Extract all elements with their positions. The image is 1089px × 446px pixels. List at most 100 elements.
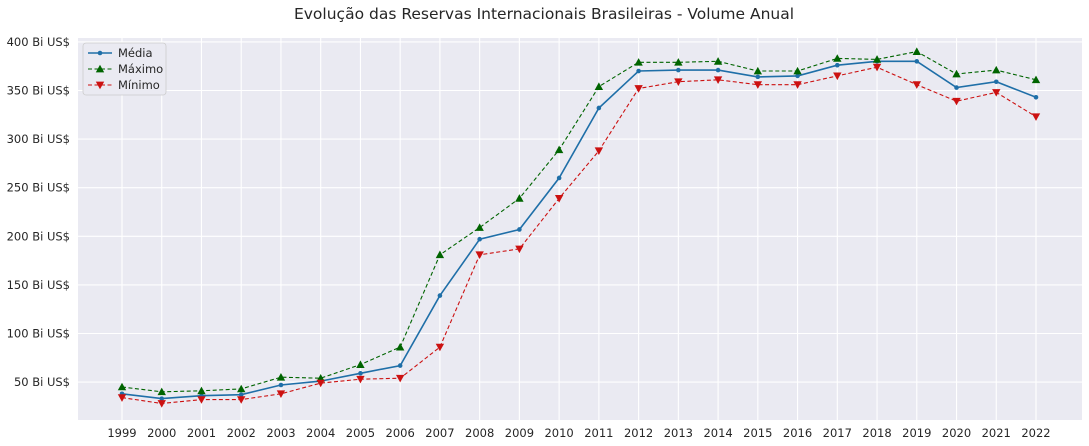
data-point-minimo — [594, 147, 604, 155]
legend-label-maximo: Máximo — [118, 62, 163, 76]
legend: Média Máximo Mínimo — [82, 42, 167, 96]
y-tick-label: 200 Bi US$ — [7, 229, 70, 243]
data-point-minimo — [833, 72, 842, 81]
data-point-maximo — [952, 69, 961, 78]
data-point-maximo — [833, 54, 842, 62]
x-tick-label: 2020 — [942, 426, 971, 440]
x-tick-label: 2017 — [823, 426, 852, 440]
data-point-maximo — [157, 387, 166, 396]
data-point-minimo — [435, 343, 445, 352]
x-tick-label: 2022 — [1021, 426, 1050, 440]
data-point-maximo — [713, 57, 723, 65]
data-point-maximo — [554, 145, 564, 154]
x-tick-label: 2012 — [624, 426, 653, 440]
data-point-maximo — [237, 384, 246, 393]
data-point-media — [397, 363, 403, 368]
data-point-media — [914, 59, 920, 64]
data-point-maximo — [634, 58, 643, 66]
data-point-minimo — [316, 379, 325, 388]
data-point-minimo — [117, 394, 127, 402]
y-tick-label: 250 Bi US$ — [7, 181, 70, 195]
y-axis: 50 Bi US$ 100 Bi US$ 150 Bi US$ 200 Bi US$ 2… — [7, 35, 70, 389]
x-tick-label: 2006 — [386, 426, 415, 440]
series-maximo — [117, 47, 1041, 396]
data-point-media — [755, 74, 761, 80]
y-tick-label: 300 Bi US$ — [7, 132, 70, 146]
x-tick-label: 2018 — [862, 426, 891, 440]
data-point-minimo — [276, 390, 286, 398]
data-point-minimo — [157, 400, 166, 408]
legend-marker-maximo — [95, 64, 105, 73]
data-point-maximo — [515, 194, 524, 202]
x-tick-label: 2016 — [783, 426, 812, 440]
x-tick-label: 2019 — [902, 426, 931, 440]
data-point-maximo — [674, 58, 683, 66]
data-point-maximo — [435, 250, 445, 259]
data-point-minimo — [872, 63, 882, 72]
data-point-minimo — [1031, 113, 1041, 121]
legend-marker-media — [97, 50, 103, 56]
data-point-maximo — [753, 66, 763, 75]
data-point-media — [954, 85, 959, 90]
data-point-minimo — [356, 375, 365, 384]
data-point-media — [676, 67, 681, 73]
series-minimo — [117, 63, 1041, 408]
data-point-maximo — [475, 223, 484, 231]
x-tick-label: 2009 — [505, 426, 534, 440]
x-tick-label: 2004 — [306, 426, 335, 440]
series-layer — [117, 47, 1041, 408]
data-point-media — [596, 105, 602, 111]
y-tick-label: 400 Bi US$ — [7, 35, 70, 49]
data-point-maximo — [316, 374, 325, 382]
data-point-media — [437, 293, 443, 298]
x-tick-label: 2014 — [703, 426, 732, 440]
data-point-minimo — [554, 195, 564, 203]
data-point-minimo — [674, 78, 683, 86]
data-point-media — [835, 62, 840, 68]
data-point-maximo — [395, 342, 405, 351]
data-point-media — [715, 67, 721, 73]
data-point-media — [159, 396, 165, 401]
data-point-maximo — [356, 360, 365, 368]
data-point-maximo — [872, 55, 882, 63]
x-tick-label: 2015 — [743, 426, 772, 440]
x-tick-label: 2008 — [465, 426, 494, 440]
x-tick-label: 2001 — [187, 426, 216, 440]
y-tick-label: 150 Bi US$ — [7, 278, 70, 292]
data-point-minimo — [237, 396, 246, 404]
data-point-maximo — [1031, 75, 1041, 84]
plot-area — [78, 38, 1082, 420]
data-point-maximo — [992, 65, 1001, 74]
x-tick-label: 2000 — [147, 426, 176, 440]
x-tick-label: 2003 — [266, 426, 295, 440]
data-point-minimo — [952, 97, 961, 106]
data-point-maximo — [793, 66, 802, 75]
data-point-media — [358, 371, 363, 376]
series-line-media — [121, 60, 1037, 400]
legend-label-media: Média — [118, 46, 153, 60]
x-tick-label: 2011 — [584, 426, 613, 440]
data-point-maximo — [197, 386, 206, 395]
legend-marker-minimo — [95, 81, 105, 90]
x-tick-label: 1999 — [107, 426, 136, 440]
data-point-media — [517, 227, 522, 232]
data-point-minimo — [793, 81, 802, 89]
data-point-minimo — [713, 76, 723, 84]
data-point-media — [1033, 94, 1039, 100]
data-point-minimo — [395, 374, 405, 383]
x-tick-label: 2002 — [227, 426, 256, 440]
data-point-media — [993, 79, 999, 85]
y-tick-label: 350 Bi US$ — [7, 83, 70, 97]
x-tick-label: 2010 — [544, 426, 573, 440]
data-point-minimo — [634, 85, 643, 93]
series-line-minimo — [121, 66, 1037, 405]
x-tick-label: 2007 — [425, 426, 454, 440]
data-point-maximo — [117, 382, 127, 391]
y-tick-label: 50 Bi US$ — [14, 375, 70, 389]
data-point-minimo — [515, 245, 524, 254]
x-tick-label: 2005 — [346, 426, 375, 440]
data-point-media — [238, 392, 244, 398]
data-point-media — [556, 175, 562, 181]
data-point-maximo — [594, 82, 604, 90]
